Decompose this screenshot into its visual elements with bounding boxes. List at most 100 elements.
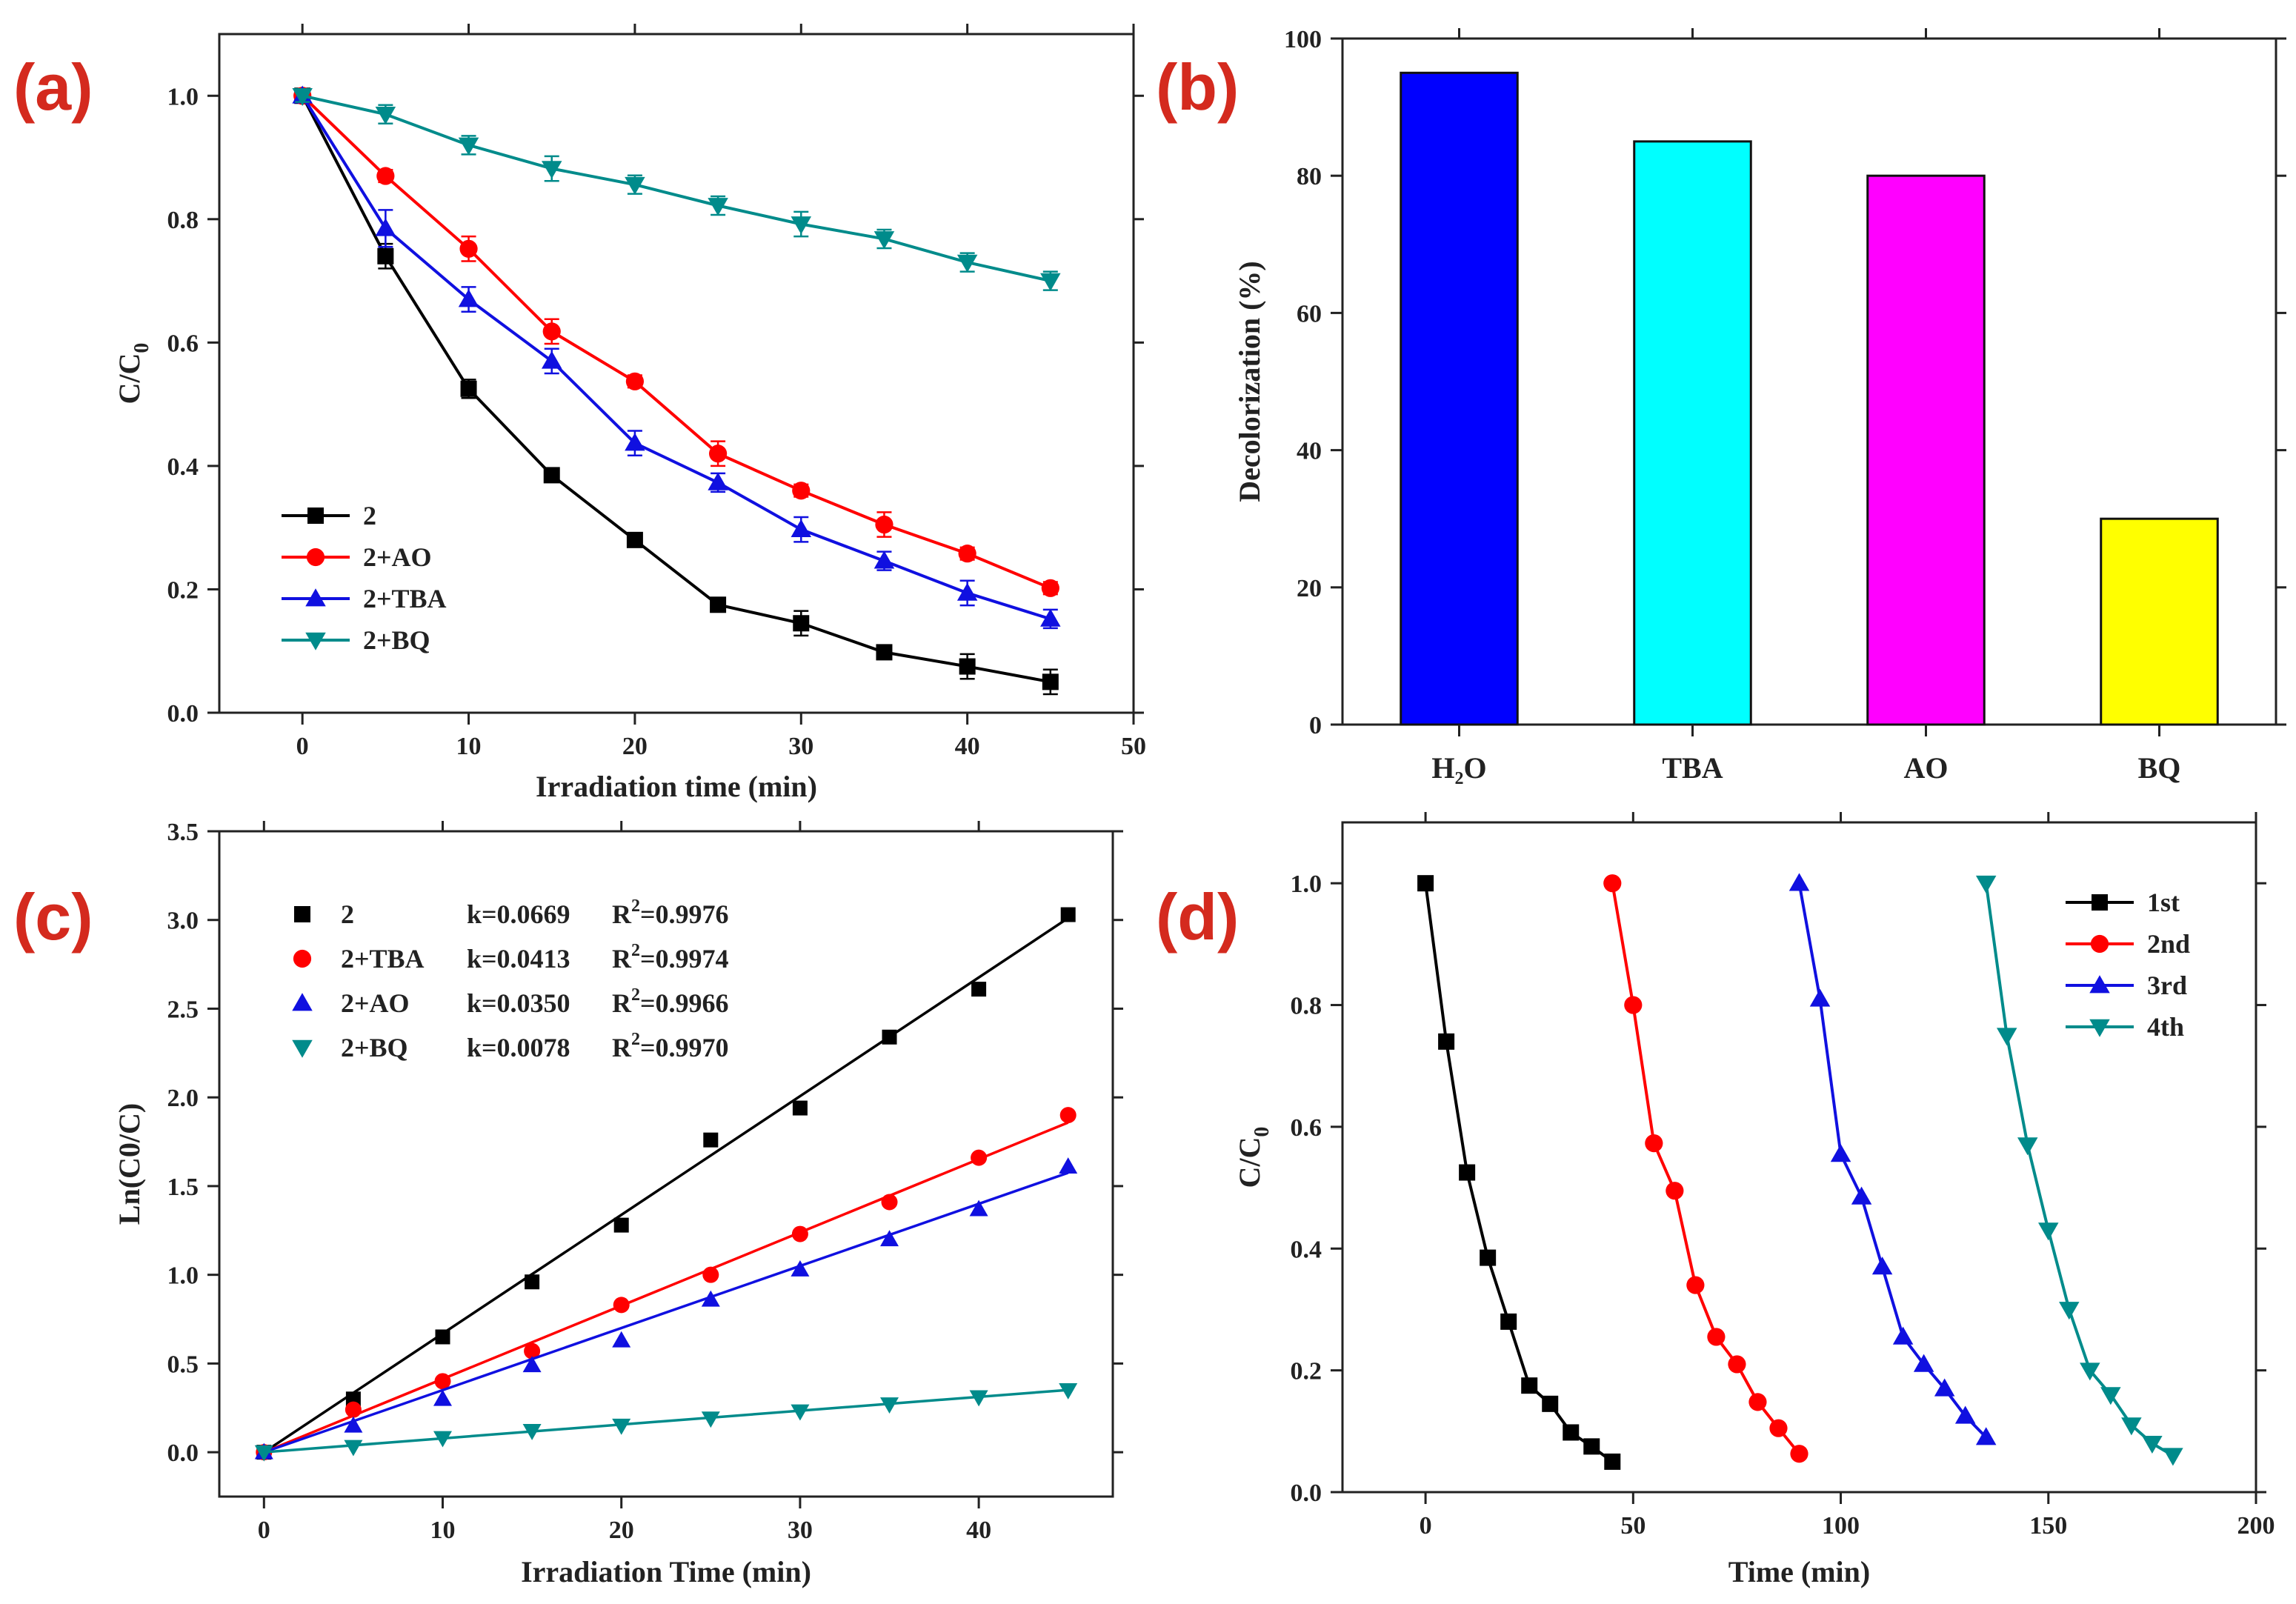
legend-k: k=0.0078	[467, 1033, 570, 1062]
legend-label: 2+TBA	[341, 944, 425, 974]
legend-marker	[305, 632, 326, 650]
data-point	[793, 615, 810, 632]
data-point	[525, 1274, 540, 1290]
data-point	[435, 1329, 450, 1345]
data-point	[880, 1230, 899, 1247]
data-point	[613, 1297, 630, 1314]
data-point	[522, 1424, 542, 1440]
x-tick-label: 20	[609, 1517, 634, 1544]
data-point	[2080, 1362, 2100, 1381]
category-label: TBA	[1662, 751, 1723, 785]
data-point	[1059, 1382, 1078, 1400]
panel-a: (a)0.00.20.40.60.81.00 10 20 30 40 50Irradiat…	[13, 24, 1146, 803]
legend-label: 4th	[2147, 1012, 2184, 1042]
panel-d: (d) 0.0 0.2 0.4 0.6 0.8 1.0 0 50 100 150 200 Time (m…	[1156, 812, 2275, 1588]
data-point	[1040, 608, 1061, 627]
data-point	[971, 982, 987, 997]
data-point	[344, 1416, 363, 1433]
panel-label: (c)	[13, 880, 93, 954]
y-axis-title: C/C0	[113, 343, 153, 405]
legend-label: 2+BQ	[363, 625, 430, 655]
legend-marker	[2089, 975, 2110, 994]
data-point	[1913, 1354, 1934, 1372]
y-tick-label: 40	[1297, 438, 1322, 465]
data-point	[613, 1217, 629, 1233]
y-tick-label: 0.0	[167, 1440, 199, 1467]
data-point	[956, 254, 978, 273]
data-point	[1892, 1326, 1914, 1345]
y-axis-title-main: C/C	[113, 353, 146, 405]
series-line-2	[301, 95, 1051, 684]
data-point	[376, 167, 395, 185]
data-point	[1645, 1134, 1663, 1153]
y-tick-label: 0	[1309, 712, 1322, 739]
data-point	[1059, 1107, 1077, 1124]
y-tick-label: 0.4	[167, 453, 199, 481]
data-point	[1040, 273, 1061, 291]
data-point	[1542, 1395, 1559, 1412]
data-point	[1521, 1377, 1538, 1394]
data-point	[460, 380, 477, 397]
legend-marker	[2090, 934, 2109, 954]
x-tick-label: 30	[788, 733, 813, 760]
x-tick-label: 40	[966, 1517, 991, 1544]
data-point	[875, 515, 894, 534]
data-point	[792, 482, 811, 500]
legend-label: 2nd	[2147, 929, 2190, 959]
legend-r2-superscript: 2	[631, 1030, 640, 1049]
y-axis-title: Ln(C0/C)	[113, 1103, 146, 1225]
data-point	[1707, 1328, 1726, 1346]
data-point	[874, 550, 895, 569]
y-tick-label: 3.0	[167, 908, 199, 935]
panel-label: (a)	[13, 50, 93, 124]
data-point	[1666, 1182, 1684, 1200]
y-tick-label: 60	[1297, 300, 1322, 327]
legend-marker	[307, 508, 324, 524]
x-axis-title: Irradiation Time (min)	[521, 1555, 811, 1588]
y-axis-title-main: C/C	[1233, 1137, 1266, 1188]
data-point	[1500, 1313, 1517, 1330]
data-point	[708, 198, 728, 216]
data-point	[345, 1401, 362, 1418]
fit-line-2+AO	[263, 1171, 1069, 1454]
data-point	[1769, 1419, 1788, 1437]
y-tick-label: 0.6	[1291, 1114, 1322, 1142]
data-point	[2100, 1387, 2121, 1405]
x-tick-label: 30	[788, 1517, 813, 1544]
data-point	[1563, 1424, 1580, 1441]
x-tick-label: 10	[456, 733, 482, 760]
data-point	[1748, 1393, 1767, 1411]
legend-r2: R2=0.9966	[612, 985, 729, 1018]
x-tick-label: 0	[296, 733, 309, 760]
data-point	[792, 1100, 808, 1116]
legend-r2-letter: R	[612, 899, 632, 929]
data-point	[1459, 1164, 1476, 1181]
legend-r2: R2=0.9976	[612, 896, 729, 929]
bar-1	[1633, 140, 1752, 726]
data-point	[791, 1259, 810, 1277]
x-tick-label: 0	[1420, 1512, 1432, 1540]
data-point	[524, 1342, 541, 1360]
data-point	[710, 596, 727, 613]
data-point	[625, 176, 645, 195]
data-point	[1603, 874, 1622, 893]
data-point	[880, 1397, 899, 1414]
legend-marker	[2089, 1019, 2110, 1037]
y-tick-label: 0.2	[1291, 1358, 1322, 1385]
data-point	[344, 1440, 363, 1457]
category-label: BQ	[2138, 751, 2181, 785]
data-point	[969, 1390, 988, 1407]
data-point	[2059, 1302, 2080, 1320]
data-point	[1060, 907, 1076, 922]
legend-marker	[306, 548, 325, 567]
data-point	[2142, 1435, 2163, 1454]
data-point	[881, 1194, 898, 1211]
data-point	[1975, 875, 1997, 893]
data-point	[1438, 1033, 1455, 1050]
x-tick-label: 40	[955, 733, 980, 760]
data-point	[375, 106, 396, 125]
x-tick-label: 200	[2237, 1512, 2275, 1540]
x-tick-label: 50	[1620, 1512, 1646, 1540]
y-tick-label: 80	[1297, 163, 1322, 190]
